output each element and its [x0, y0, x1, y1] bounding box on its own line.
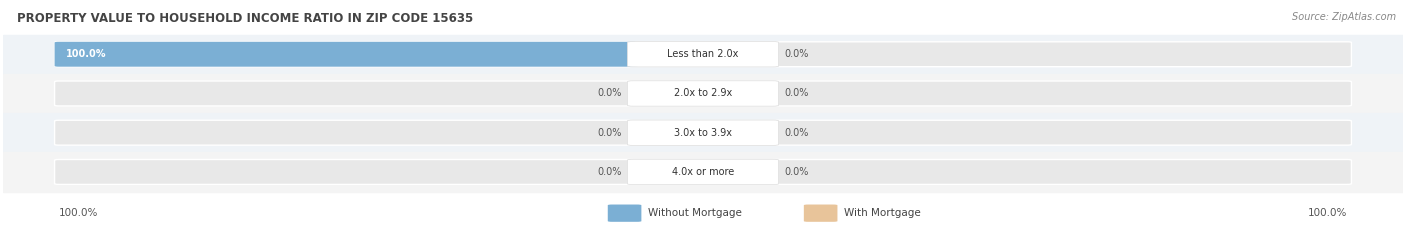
Text: 0.0%: 0.0%: [785, 167, 808, 177]
Bar: [3, 35, 1403, 74]
FancyBboxPatch shape: [55, 120, 1351, 145]
Text: Less than 2.0x: Less than 2.0x: [668, 49, 738, 59]
Text: 3.0x to 3.9x: 3.0x to 3.9x: [673, 128, 733, 138]
Text: 0.0%: 0.0%: [598, 128, 621, 138]
FancyBboxPatch shape: [55, 42, 1351, 67]
Text: 100.0%: 100.0%: [59, 208, 98, 218]
FancyBboxPatch shape: [607, 205, 641, 222]
FancyBboxPatch shape: [55, 159, 1351, 184]
Text: 0.0%: 0.0%: [785, 128, 808, 138]
Bar: [3, 74, 1403, 113]
FancyBboxPatch shape: [627, 81, 779, 106]
FancyBboxPatch shape: [627, 41, 779, 67]
Text: PROPERTY VALUE TO HOUSEHOLD INCOME RATIO IN ZIP CODE 15635: PROPERTY VALUE TO HOUSEHOLD INCOME RATIO…: [17, 12, 472, 25]
Bar: [3, 152, 1403, 192]
FancyBboxPatch shape: [804, 205, 838, 222]
Text: 0.0%: 0.0%: [785, 49, 808, 59]
Bar: [3, 113, 1403, 152]
Text: 100.0%: 100.0%: [66, 49, 107, 59]
FancyBboxPatch shape: [55, 42, 637, 67]
Text: 0.0%: 0.0%: [785, 89, 808, 99]
Text: With Mortgage: With Mortgage: [845, 208, 921, 218]
Text: 0.0%: 0.0%: [598, 167, 621, 177]
Text: 100.0%: 100.0%: [1308, 208, 1347, 218]
FancyBboxPatch shape: [627, 159, 779, 185]
Text: Without Mortgage: Without Mortgage: [648, 208, 742, 218]
Text: Source: ZipAtlas.com: Source: ZipAtlas.com: [1292, 12, 1396, 22]
FancyBboxPatch shape: [55, 81, 1351, 106]
Text: 0.0%: 0.0%: [598, 89, 621, 99]
Text: 4.0x or more: 4.0x or more: [672, 167, 734, 177]
Text: 2.0x to 2.9x: 2.0x to 2.9x: [673, 89, 733, 99]
FancyBboxPatch shape: [627, 120, 779, 145]
